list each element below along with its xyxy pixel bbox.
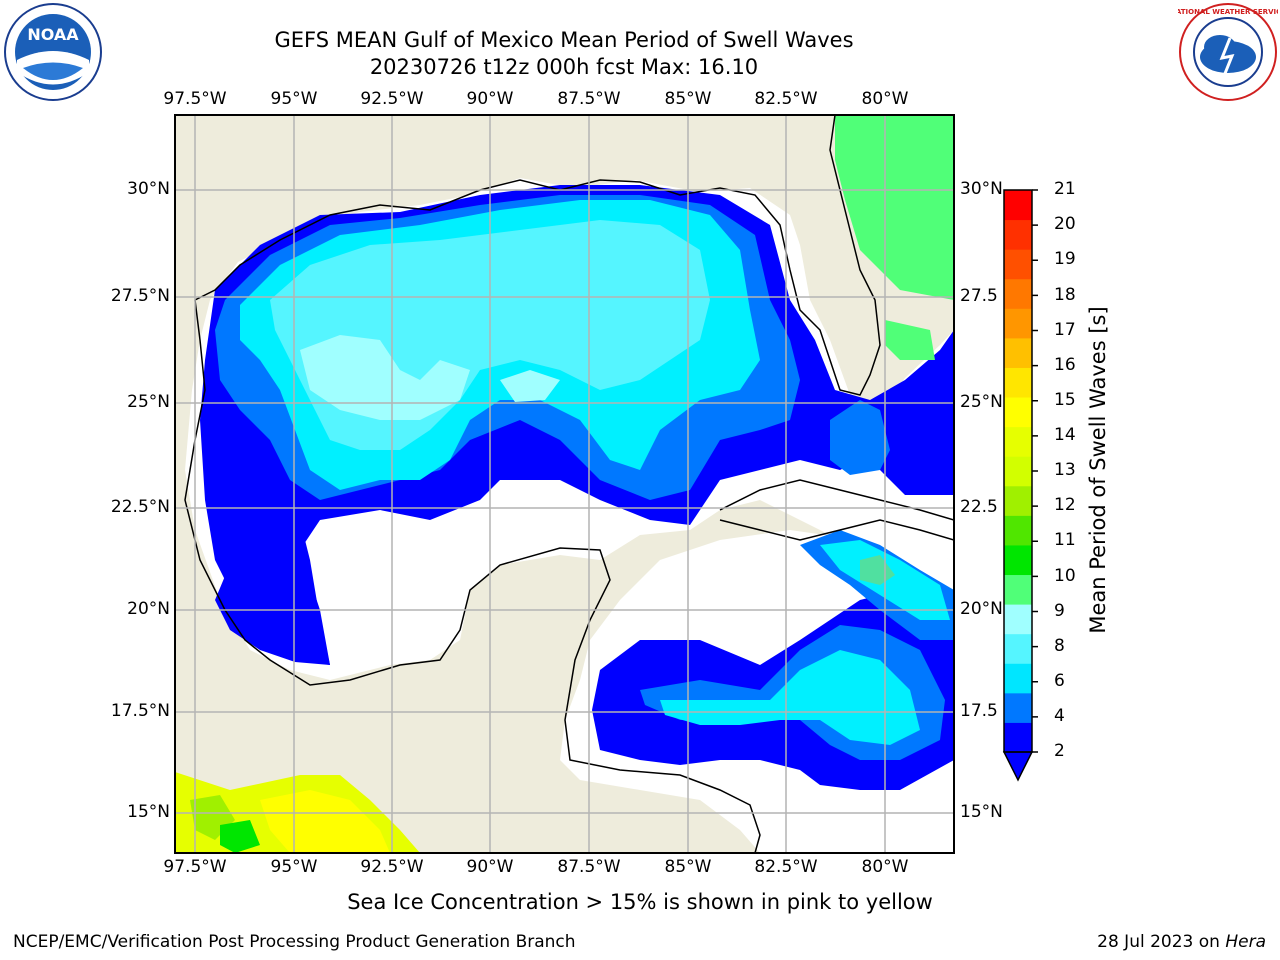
- colorbar-swatch: [1004, 190, 1032, 221]
- pacific-swell-d: [220, 820, 260, 853]
- colorbar-tick-label: 4: [1054, 706, 1065, 726]
- swell-band-9-10-b: [885, 320, 935, 360]
- lat-label-left: 15°N: [127, 802, 170, 822]
- lon-label-bottom: 92.5°W: [360, 857, 424, 877]
- colorbar-tick-label: 17: [1054, 320, 1076, 340]
- swell-band-6-8-south: [660, 650, 920, 745]
- colorbar-swatch: [1004, 663, 1032, 694]
- lat-label-left: 25°N: [127, 392, 170, 412]
- lat-label-left: 22.5°N: [110, 497, 170, 517]
- lon-label-top: 95°W: [270, 89, 318, 109]
- colorbar-swatch: [1004, 574, 1032, 605]
- lat-label-right: 22.5: [960, 497, 998, 517]
- lon-label-bottom: 97.5°W: [163, 857, 227, 877]
- colorbar-swatch: [1004, 337, 1032, 368]
- lat-label-right: 20°N: [960, 599, 1003, 619]
- lat-label-left: 27.5°N: [110, 286, 170, 306]
- noaa-logo: NOAA: [3, 2, 103, 102]
- colorbar-swatch: [1004, 544, 1032, 576]
- lat-label-right: 15°N: [960, 802, 1003, 822]
- lon-label-bottom: 95°W: [270, 857, 318, 877]
- lat-label-left: 30°N: [127, 179, 170, 199]
- footer-date: 28 Jul 2023 on Hera: [1097, 932, 1266, 952]
- colorbar-swatch: [1004, 456, 1032, 487]
- colorbar-swatch: [1004, 249, 1032, 280]
- lon-label-top: 85°W: [664, 89, 712, 109]
- pacific-swell-b: [260, 790, 390, 853]
- lon-label-top: 87.5°W: [557, 89, 621, 109]
- colorbar-tick-label: 9: [1054, 601, 1065, 621]
- lon-label-top: 82.5°W: [754, 89, 818, 109]
- lon-label-bottom: 80°W: [861, 857, 909, 877]
- colorbar-title: Mean Period of Swell Waves [s]: [1086, 306, 1110, 634]
- cuba-coastline-south: [719, 519, 954, 541]
- colorbar-tick-label: 16: [1054, 355, 1076, 375]
- lat-label-right: 30°N: [960, 179, 1003, 199]
- footer-credit: NCEP/EMC/Verification Post Processing Pr…: [13, 932, 576, 952]
- lat-label-right: 25°N: [960, 392, 1003, 412]
- lat-label-left: 20°N: [127, 599, 170, 619]
- swell-band-8-9-c: [500, 370, 560, 402]
- colorbar-swatch: [1004, 604, 1032, 635]
- colorbar-tick-label: 15: [1054, 390, 1076, 410]
- colorbar-swatch: [1004, 633, 1032, 664]
- swell-band-9-10: [835, 115, 954, 300]
- colorbar-swatch: [1004, 219, 1032, 250]
- colorbar-swatch: [1004, 692, 1032, 723]
- svg-text:NATIONAL WEATHER SERVICE: NATIONAL WEATHER SERVICE: [1178, 8, 1278, 16]
- graticule: [175, 115, 954, 853]
- colorbar-tick-label: 8: [1054, 636, 1065, 656]
- colorbar-swatch: [1004, 485, 1032, 516]
- colorbar-tick-label: 13: [1054, 460, 1076, 480]
- colorbar-tick-label: 11: [1054, 530, 1076, 550]
- colorbar-tick-label: 14: [1054, 425, 1076, 445]
- colorbar-swatch: [1004, 426, 1032, 457]
- lon-label-top: 97.5°W: [163, 89, 227, 109]
- swell-band-4-6-east: [830, 400, 890, 475]
- colorbar-tick-label: 10: [1054, 566, 1076, 586]
- lat-label-left: 17.5°N: [110, 701, 170, 721]
- lon-label-bottom: 85°W: [664, 857, 712, 877]
- map-title: GEFS MEAN Gulf of Mexico Mean Period of …: [274, 28, 854, 52]
- map-subtitle: 20230726 t12z 000h fcst Max: 16.10: [369, 55, 759, 79]
- colorbar-swatch: [1004, 308, 1032, 339]
- lon-label-top: 92.5°W: [360, 89, 424, 109]
- colorbar-tick-label: 21: [1054, 179, 1076, 199]
- lon-label-top: 90°W: [466, 89, 514, 109]
- colorbar-tick-label: 12: [1054, 495, 1076, 515]
- lat-label-right: 17.5: [960, 701, 998, 721]
- colorbar-tick-label: 6: [1054, 671, 1065, 691]
- lon-label-bottom: 87.5°W: [557, 857, 621, 877]
- lon-label-top: 80°W: [861, 89, 909, 109]
- swell-band-9-10-c: [860, 555, 895, 585]
- cuba-coastline: [719, 479, 954, 521]
- nws-logo: NATIONAL WEATHER SERVICE: [1170, 2, 1280, 102]
- colorbar-tick-label: 20: [1054, 214, 1076, 234]
- colorbar-tick-label: 2: [1054, 741, 1065, 761]
- swell-band-8-9-b: [300, 335, 470, 420]
- svg-text:NOAA: NOAA: [27, 25, 79, 44]
- sea-ice-note: Sea Ice Concentration > 15% is shown in …: [347, 890, 933, 914]
- colorbar: [1002, 189, 1038, 782]
- colorbar-swatch: [1004, 278, 1032, 309]
- colorbar-swatch: [1004, 367, 1032, 398]
- colorbar-extend-arrow: [1002, 751, 1034, 782]
- footer-date-text: 28 Jul 2023 on: [1097, 932, 1226, 952]
- lon-label-bottom: 90°W: [466, 857, 514, 877]
- us-gulf-coastline: [194, 115, 881, 396]
- colorbar-swatch: [1004, 515, 1032, 546]
- colorbar-swatch: [1004, 722, 1032, 753]
- footer-host: Hera: [1225, 932, 1266, 952]
- swell-band-2-4-west: [215, 515, 330, 665]
- lon-label-bottom: 82.5°W: [754, 857, 818, 877]
- colorbar-tick-label: 18: [1054, 285, 1076, 305]
- colorbar-tick-label: 19: [1054, 249, 1076, 269]
- map-frame: [174, 114, 955, 854]
- lat-label-right: 27.5: [960, 286, 998, 306]
- colorbar-swatch: [1004, 397, 1032, 428]
